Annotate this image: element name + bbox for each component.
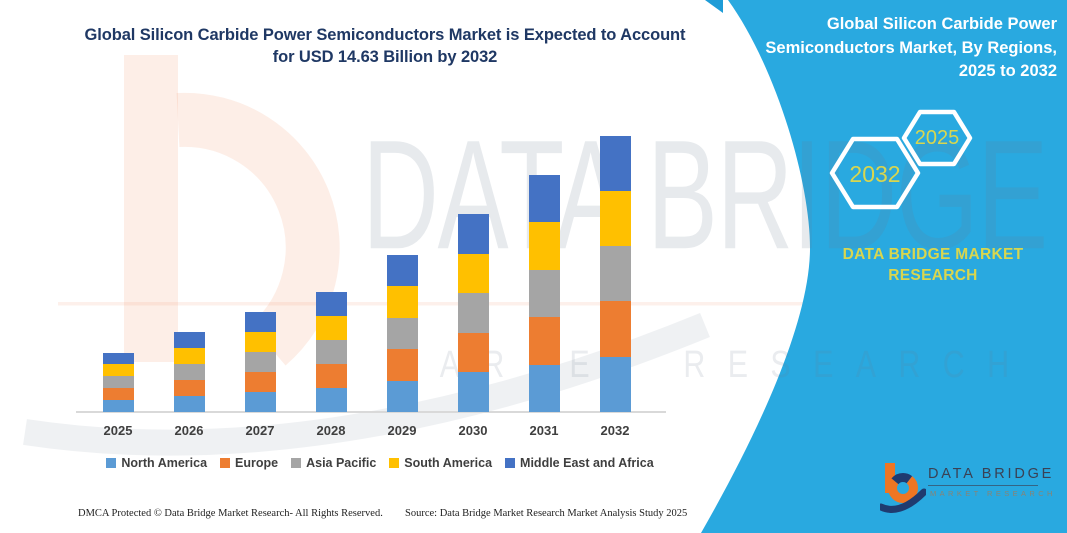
stacked-bar-2028 <box>315 292 347 412</box>
x-axis-label-2028: 2028 <box>316 423 346 438</box>
x-axis-label-2025: 2025 <box>103 423 133 438</box>
bar-segment-north-america <box>528 364 560 412</box>
bar-segment-south-america <box>244 332 276 352</box>
bar-segment-asia-pacific <box>457 293 489 333</box>
dbmr-logo: DATA BRIDGE MARKET RESEARCH <box>880 456 1052 518</box>
stacked-bar-2030 <box>457 214 489 412</box>
legend-item-europe: Europe <box>220 456 278 470</box>
x-axis-label-2031: 2031 <box>529 423 559 438</box>
bar-segment-asia-pacific <box>102 376 134 389</box>
x-axis-label-2032: 2032 <box>600 423 630 438</box>
hexagon-2025-badge <box>901 109 973 167</box>
side-panel-brand: DATA BRIDGE MARKET RESEARCH <box>833 244 1033 286</box>
bar-segment-north-america <box>173 396 205 412</box>
x-axis-label-2027: 2027 <box>245 423 275 438</box>
legend-label: Asia Pacific <box>306 456 377 470</box>
bar-segment-south-america <box>457 253 489 294</box>
bar-segment-europe <box>244 372 276 392</box>
bar-segment-europe <box>599 301 631 357</box>
bar-segment-middle-east-and-africa <box>599 135 631 191</box>
source-text: Source: Data Bridge Market Research Mark… <box>405 508 688 519</box>
bar-segment-asia-pacific <box>599 246 631 302</box>
x-axis-label-2026: 2026 <box>174 423 204 438</box>
side-panel-brand-line1: DATA BRIDGE MARKET <box>842 246 1024 263</box>
bar-segment-europe <box>528 317 560 365</box>
x-axis-label-2029: 2029 <box>387 423 417 438</box>
legend-label: North America <box>121 456 208 470</box>
logo-subtitle: MARKET RESEARCH <box>930 489 1056 498</box>
bar-segment-asia-pacific <box>386 317 418 349</box>
bar-segment-middle-east-and-africa <box>386 254 418 286</box>
hexagon-2032-badge <box>829 136 921 210</box>
stacked-bar-2031 <box>528 175 560 412</box>
bar-segment-middle-east-and-africa <box>315 292 347 316</box>
bar-segment-europe <box>102 388 134 401</box>
bar-segment-europe <box>386 349 418 381</box>
bar-segment-north-america <box>244 392 276 412</box>
hexagon-2032-label: 2032 <box>849 161 901 187</box>
bar-segment-asia-pacific <box>528 269 560 318</box>
bar-segment-asia-pacific <box>244 352 276 372</box>
stacked-bar-2025 <box>102 352 134 412</box>
x-axis-label-2030: 2030 <box>458 423 488 438</box>
bar-segment-south-america <box>386 286 418 318</box>
side-panel-brand-line2: RESEARCH <box>888 267 978 284</box>
legend-swatch-icon <box>291 458 302 468</box>
side-panel-heading-line2: Semiconductors Market, By Regions, <box>765 38 1057 57</box>
logo-b-icon <box>880 463 926 513</box>
bar-segment-south-america <box>599 190 631 247</box>
bar-segment-middle-east-and-africa <box>457 214 489 254</box>
stacked-bar-2032 <box>599 135 631 412</box>
page-title: Global Silicon Carbide Power Semiconduct… <box>78 24 692 68</box>
bar-segment-south-america <box>315 316 347 340</box>
bar-segment-north-america <box>457 372 489 412</box>
bar-segment-europe <box>315 364 347 388</box>
hexagon-2025-label: 2025 <box>914 127 960 149</box>
legend-label: South America <box>404 456 493 470</box>
bar-segment-north-america <box>102 400 134 412</box>
legend-swatch-icon <box>106 458 117 468</box>
copyright-text: DMCA Protected © Data Bridge Market Rese… <box>78 508 383 519</box>
legend-swatch-icon <box>220 458 231 468</box>
legend-swatch-icon <box>389 458 400 468</box>
side-panel-heading: Global Silicon Carbide Power Semiconduct… <box>757 13 1057 84</box>
bar-segment-north-america <box>386 380 418 412</box>
teal-diagonal-shape <box>701 0 1067 533</box>
bar-segment-europe <box>457 332 489 373</box>
page-title-line1: Global Silicon Carbide Power Semiconduct… <box>84 26 686 44</box>
legend-item-middle-east-and-africa: Middle East and Africa <box>505 456 654 470</box>
side-panel-heading-line3: 2025 to 2032 <box>958 62 1057 80</box>
bar-segment-north-america <box>315 388 347 412</box>
bar-segment-middle-east-and-africa <box>173 332 205 348</box>
legend-item-asia-pacific: Asia Pacific <box>291 456 376 470</box>
bar-segment-europe <box>173 380 205 396</box>
legend-label: Middle East and Africa <box>520 456 654 470</box>
bar-segment-middle-east-and-africa <box>244 312 276 332</box>
logo-title: DATA BRIDGE <box>928 466 1055 482</box>
bar-segment-middle-east-and-africa <box>528 175 560 223</box>
page-title-line2: for USD 14.63 Billion by 2032 <box>272 48 498 66</box>
stacked-bar-2029 <box>386 254 418 412</box>
side-panel-heading-line1: Global Silicon Carbide Power <box>826 15 1057 33</box>
teal-sliver-triangle <box>705 0 723 13</box>
legend-label: Europe <box>235 456 279 470</box>
legend-item-north-america: North America <box>106 456 207 470</box>
chart-legend: North America Europe Asia Pacific South Ame… <box>70 456 690 470</box>
bar-segment-south-america <box>528 222 560 270</box>
legend-swatch-icon <box>505 458 516 468</box>
legend-item-south-america: South America <box>389 456 492 470</box>
x-axis-line <box>76 411 666 413</box>
bar-segment-asia-pacific <box>315 340 347 364</box>
stacked-bar-2026 <box>173 332 205 412</box>
stacked-bar-2027 <box>244 312 276 412</box>
bar-segment-asia-pacific <box>173 364 205 380</box>
bar-segment-north-america <box>599 356 631 412</box>
bar-segment-south-america <box>173 348 205 364</box>
bar-segment-south-america <box>102 364 134 377</box>
bar-segment-middle-east-and-africa <box>102 352 134 365</box>
logo-divider <box>928 485 1038 486</box>
